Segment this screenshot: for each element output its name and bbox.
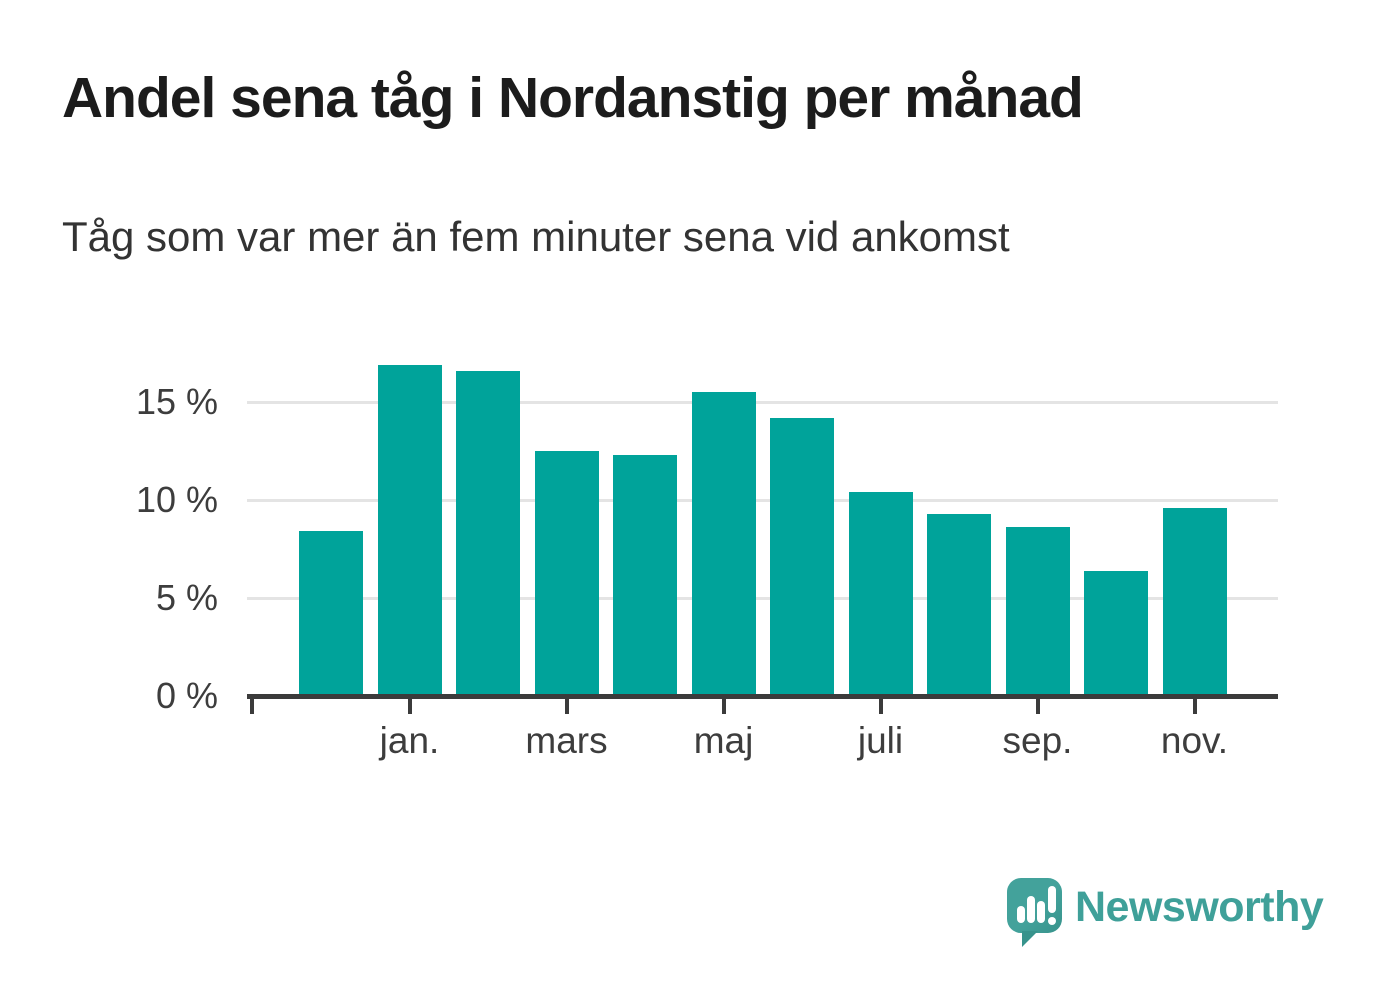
bar-month-9: [927, 513, 991, 694]
bar-month-3: [456, 370, 520, 694]
x-axis-tick: [407, 694, 412, 714]
x-axis-label-mars: mars: [525, 720, 608, 761]
x-axis-tick: [250, 694, 254, 714]
logo-bubble-tail: [1022, 931, 1038, 947]
bar-month-7: [770, 417, 834, 694]
bar-nov.: [1162, 507, 1227, 694]
gridline-10-percent: [247, 498, 1278, 502]
bar-month-1: [299, 531, 363, 694]
bar-mars: [534, 450, 599, 694]
x-axis-tick: [1035, 694, 1040, 714]
x-axis-label-nov: nov.: [1160, 720, 1229, 761]
bar-sep.: [1005, 527, 1070, 694]
y-axis-label-5-percent: 5 %: [155, 577, 218, 618]
logo-exclamation-icon: [1048, 886, 1056, 913]
gridline-15-percent: [247, 400, 1278, 404]
x-axis-tick: [721, 694, 726, 714]
y-axis-label-15-percent: 15 %: [135, 381, 218, 422]
logo-mini-bar-icon: [1027, 896, 1035, 923]
chart-title: Andel sena tåg i Nordanstig per månad: [62, 66, 1084, 130]
x-axis-label-sep: sep.: [1002, 720, 1073, 761]
newsworthy-speech-bubble-bar-chart-icon: [1007, 878, 1063, 950]
bar-jan.: [377, 364, 442, 694]
gridline-5-percent: [247, 596, 1278, 600]
logo-bubble-shape: [1007, 878, 1062, 933]
y-axis-label-0-percent: 0 %: [155, 675, 218, 716]
x-axis-line: [247, 694, 1278, 699]
newsworthy-logo: Newsworthy: [1007, 878, 1327, 953]
x-axis-tick: [878, 694, 883, 714]
bar-maj: [691, 392, 756, 694]
y-axis-label-10-percent: 10 %: [135, 479, 218, 520]
chart-subtitle: Tåg som var mer än fem minuter sena vid …: [62, 213, 1010, 260]
x-axis-label-jan: jan.: [379, 720, 440, 761]
x-axis-tick: [1192, 694, 1197, 714]
bar-month-5: [613, 454, 677, 694]
logo-wordmark: Newsworthy: [1075, 883, 1324, 931]
logo-exclamation-dot-icon: [1048, 917, 1056, 925]
bar-month-11: [1084, 570, 1148, 694]
x-axis-label-juli: juli: [857, 720, 904, 761]
logo-mini-bar-icon: [1017, 906, 1025, 923]
x-axis-tick: [564, 694, 569, 714]
x-axis-label-maj: maj: [693, 720, 754, 761]
bar-juli: [848, 492, 913, 694]
logo-mini-bar-icon: [1037, 901, 1045, 923]
